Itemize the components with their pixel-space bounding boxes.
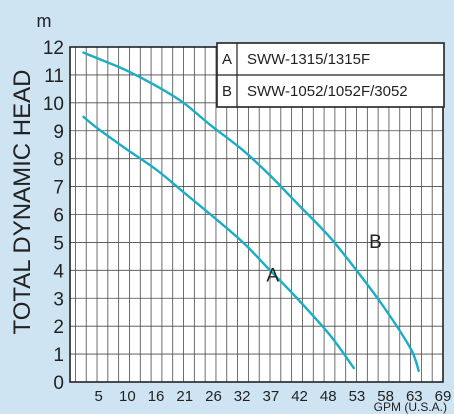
- x-tick-label: 63: [406, 388, 423, 405]
- series-annotations: AB: [266, 232, 381, 287]
- y-tick-label: 11: [44, 66, 64, 87]
- series-lines: [82, 51, 420, 373]
- y-unit-label: m: [37, 11, 52, 31]
- x-tick-label: 5: [95, 388, 103, 405]
- y-tick-label: 4: [53, 261, 64, 282]
- x-tick-label: 53: [349, 388, 366, 405]
- y-tick-label: 8: [53, 150, 64, 171]
- x-tick-label: 37: [263, 388, 280, 405]
- x-axis-label: GPM (U.S.A.): [374, 400, 447, 414]
- x-tick-label: 42: [291, 388, 308, 405]
- legend-key: B: [222, 83, 232, 100]
- x-tick-label: 48: [320, 388, 337, 405]
- legend-label: SWW-1315/1315F: [247, 51, 370, 68]
- x-tick-label: 21: [176, 388, 193, 405]
- y-tick-label: 12: [43, 38, 64, 59]
- x-tick-label: 58: [377, 388, 394, 405]
- y-tick-label: 6: [53, 206, 64, 227]
- x-tick-label: 10: [119, 388, 136, 405]
- series-annotation-a: A: [266, 266, 279, 287]
- y-tick-label: 0: [53, 373, 64, 394]
- y-tick-label: 2: [53, 317, 64, 338]
- legend-key: A: [222, 51, 232, 68]
- y-tick-label: 7: [53, 178, 64, 199]
- series-line-b: [82, 51, 420, 373]
- y-tick-label: 10: [43, 94, 64, 115]
- legend-label: SWW-1052/1052F/3052: [247, 83, 408, 100]
- y-tick-label: 3: [53, 289, 64, 310]
- y-axis-label: TOTAL DYNAMIC HEAD: [9, 70, 36, 335]
- x-tick-label: 32: [234, 388, 251, 405]
- y-tick-label: 9: [53, 122, 64, 143]
- x-tick-label: 26: [205, 388, 222, 405]
- series-annotation-b: B: [369, 232, 382, 253]
- y-tick-label: 5: [53, 233, 64, 254]
- legend: A SWW-1315/1315F B SWW-1052/1052F/3052: [216, 42, 445, 108]
- series-line-a: [82, 115, 356, 370]
- x-tick-label: 69: [435, 388, 452, 405]
- x-tick-label: 16: [148, 388, 165, 405]
- y-tick-label: 1: [53, 345, 64, 366]
